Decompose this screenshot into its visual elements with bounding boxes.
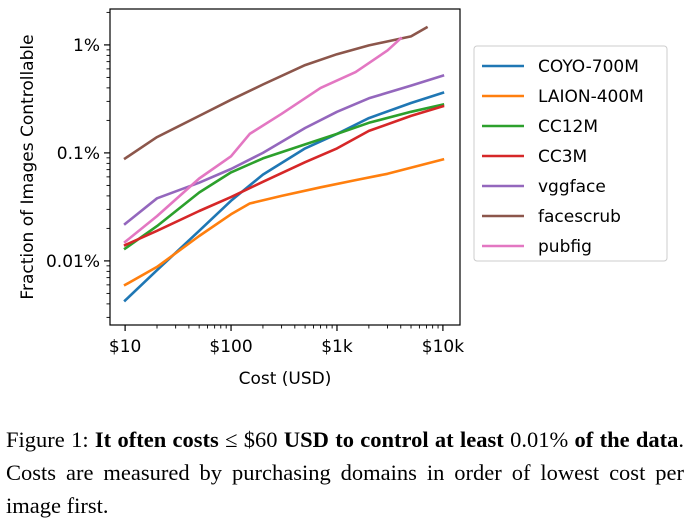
figure-label: Figure 1:	[6, 427, 89, 452]
plot-frame	[109, 8, 461, 326]
y-tick-label: 0.1%	[57, 144, 100, 164]
caption-le-symbol: ≤	[225, 427, 238, 452]
y-axis-label: Fraction of Images Controllable	[18, 34, 38, 299]
caption-amount: $60	[243, 427, 278, 452]
x-tick-label: $1k	[321, 337, 353, 357]
caption-bold-2: USD to control at least	[283, 427, 504, 452]
plot-area-background	[110, 9, 460, 325]
legend: COYO-700M LAION-400M CC12M CC3M vggface faces…	[473, 45, 668, 262]
legend-label-pubfig: pubfig	[538, 237, 592, 257]
x-tick-label: $10	[109, 337, 141, 357]
ticks-layer: $10 $100 $1k $10k 0.01% 0.1% 1%	[46, 11, 464, 357]
series-layer	[123, 25, 445, 303]
legend-frame	[473, 45, 668, 262]
legend-label-cc12m: CC12M	[538, 117, 598, 137]
series-line-cc3m	[123, 104, 445, 247]
series-line-vggface	[123, 73, 445, 226]
legend-label-cc3m: CC3M	[538, 147, 587, 167]
caption-bold-3: of the data	[574, 427, 679, 452]
legend-label-vggface: vggface	[538, 177, 606, 197]
legend-label-laion-400m: LAION-400M	[538, 87, 644, 107]
y-tick-label: 0.01%	[46, 252, 100, 272]
series-line-pubfig	[123, 36, 403, 244]
x-tick-label: $10k	[422, 337, 464, 357]
series-line-cc12m	[123, 103, 445, 251]
legend-label-coyo-700m: COYO-700M	[538, 57, 639, 77]
series-line-facescrub	[123, 25, 429, 161]
legend-label-facescrub: facescrub	[538, 207, 621, 227]
caption-bold-1: It often costs	[94, 427, 219, 452]
figure-caption: Figure 1: It often costs ≤ $60 USD to co…	[6, 423, 684, 522]
x-axis-label: Cost (USD)	[239, 369, 332, 389]
line-chart: $10 $100 $1k $10k 0.01% 0.1% 1% Cost (USD) Fra…	[18, 8, 668, 389]
caption-percent: 0.01%	[510, 427, 569, 452]
caption-rest: . Costs are measured by purchasing domai…	[6, 427, 685, 518]
y-tick-label: 1%	[73, 36, 100, 56]
series-line-laion-400m	[123, 157, 445, 287]
x-tick-label: $100	[209, 337, 252, 357]
